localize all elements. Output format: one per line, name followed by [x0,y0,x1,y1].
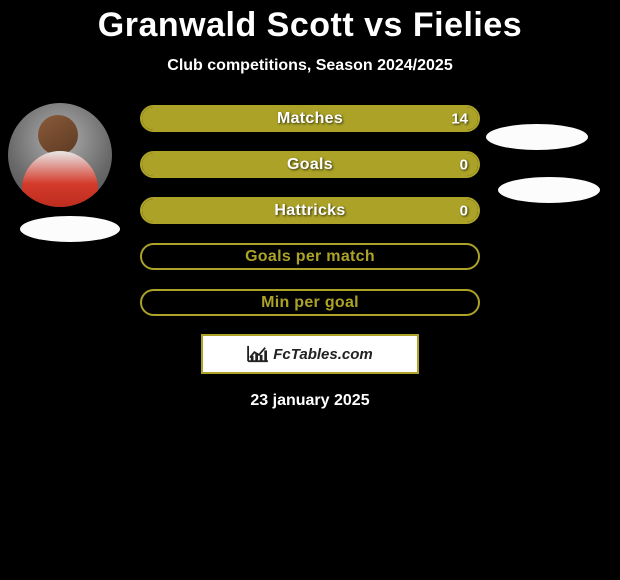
stat-label: Goals per match [245,248,375,266]
stat-value: 14 [451,110,468,127]
stat-row: Goals per match [0,243,620,270]
watermark: FcTables.com [201,334,419,374]
stat-value: 0 [460,156,468,173]
stat-row: Hattricks 0 [0,197,620,224]
stat-row: Min per goal [0,289,620,316]
stat-row: Matches 14 [0,105,620,132]
stat-label: Min per goal [261,294,359,312]
stat-label: Matches [277,110,343,128]
chart-icon [247,345,269,363]
date: 23 january 2025 [0,392,620,410]
subtitle: Club competitions, Season 2024/2025 [0,57,620,75]
stat-bar: Goals per match [140,243,480,270]
stat-bar: Min per goal [140,289,480,316]
stat-value: 0 [460,202,468,219]
page-title: Granwald Scott vs Fielies [0,6,620,45]
stat-bar: Matches 14 [140,105,480,132]
watermark-text: FcTables.com [273,346,372,363]
stat-row: Goals 0 [0,151,620,178]
stat-bar: Goals 0 [140,151,480,178]
stat-bar: Hattricks 0 [140,197,480,224]
stat-label: Goals [287,156,333,174]
stat-label: Hattricks [274,202,345,220]
